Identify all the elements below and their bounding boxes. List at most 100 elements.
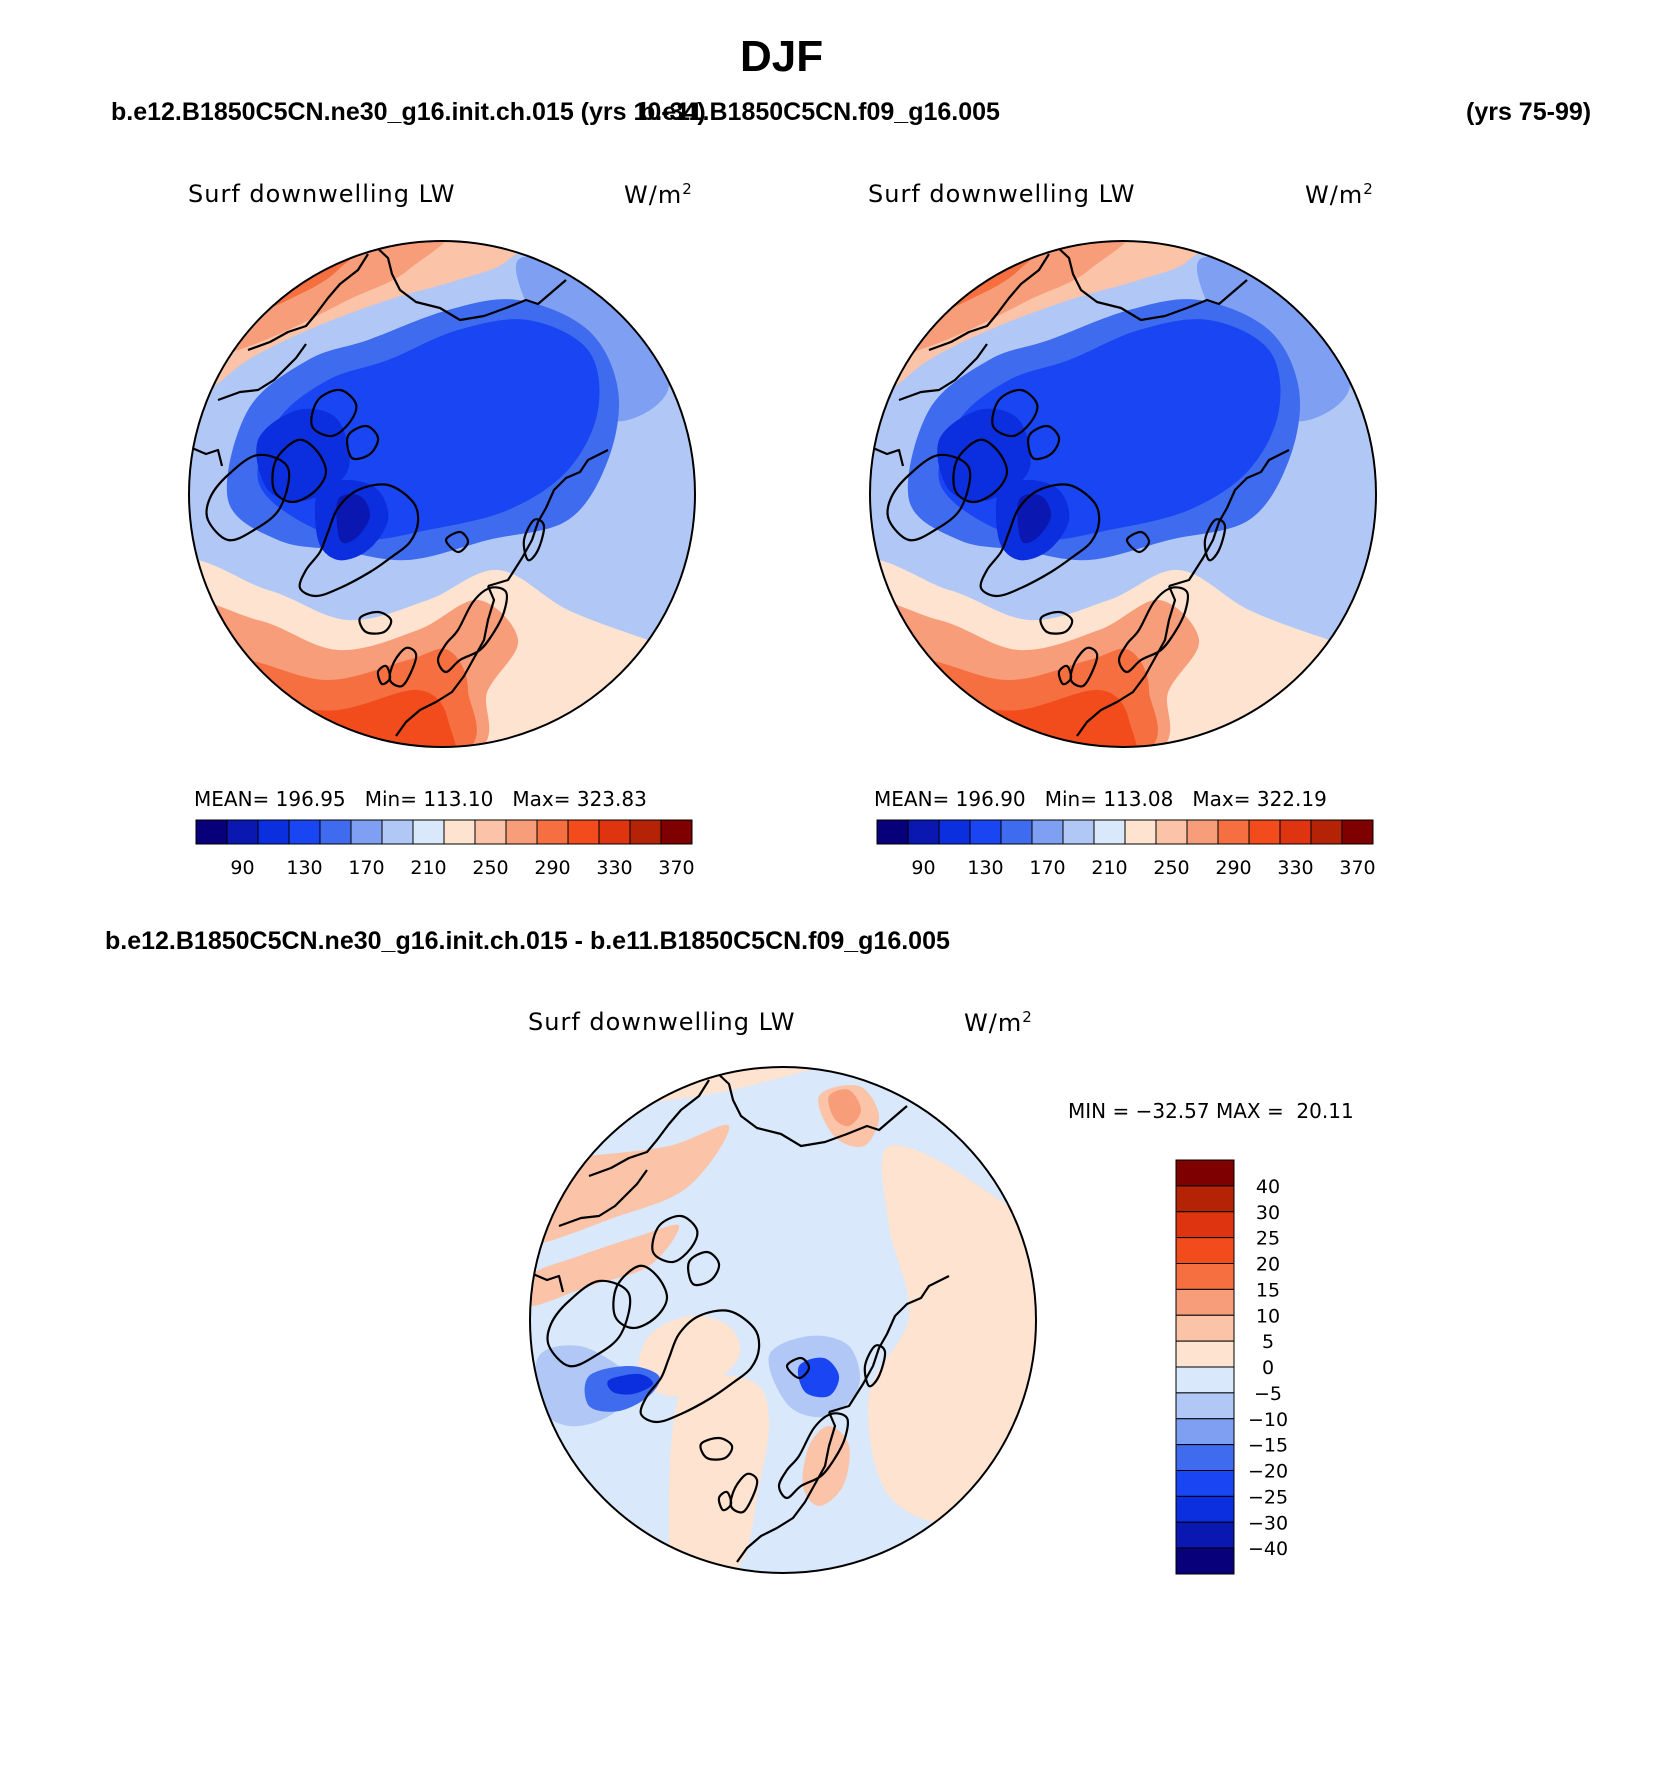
panel3-units: W/m2 [964, 1008, 1033, 1037]
cbar3-swatch [1175, 1185, 1235, 1213]
map3-coast-line [713, 1069, 908, 1148]
panel2-min-value: 113.08 [1103, 787, 1174, 811]
panel3-title: Surf downwelling LW [528, 1008, 796, 1036]
panel3-units-exp: 2 [1022, 1008, 1033, 1026]
cbar3-swatch [1175, 1263, 1235, 1290]
cbar2-tick-label: 90 [911, 857, 935, 879]
map3-coast-island [639, 1309, 761, 1424]
panel2-mean-value: 196.90 [955, 787, 1026, 811]
panel2-stats: MEAN= 196.90 Min= 113.08 Max= 322.19 [874, 787, 1327, 811]
cbar2-swatch [876, 819, 909, 845]
cbar3-tick-label: 30 [1256, 1202, 1280, 1224]
map1-coast-line [487, 449, 609, 588]
cbar3-tick-label: −30 [1248, 1512, 1288, 1534]
cbar2-swatch [1031, 819, 1064, 845]
panel3-stats: MIN = −32.57 MAX = 20.11 [1068, 1099, 1354, 1123]
map3-greenland-warm [637, 1315, 741, 1397]
cbar1-swatch [443, 819, 476, 845]
cbar3-swatch [1175, 1237, 1235, 1264]
map3-coast-island [863, 1344, 887, 1388]
panel3-units-base: W/m [964, 1009, 1023, 1037]
map1-coast-line [372, 243, 567, 322]
map3-coast-island [546, 1279, 632, 1368]
map1-coast-line [247, 253, 369, 352]
cbar2-swatch [1310, 819, 1343, 845]
map3-coast-line [558, 1169, 648, 1228]
cbar3-swatch [1175, 1288, 1235, 1316]
panel2-max-label: Max= [1192, 787, 1251, 811]
panel2-mean-label: MEAN= [874, 787, 950, 811]
map2-coast-island [886, 453, 972, 542]
cbar2-swatch [969, 819, 1002, 845]
panel1-min-value: 113.10 [423, 787, 494, 811]
cbar1-tick-label: 210 [410, 857, 446, 879]
map2-archipelago [937, 408, 1031, 502]
cbar1-swatch [350, 819, 383, 845]
map3-pacific-warm2 [530, 1124, 730, 1248]
map3-atlantic-warm [668, 1375, 769, 1573]
cbar1-swatch [567, 819, 600, 845]
map3-coast-island [687, 1250, 721, 1287]
map2-coast-island [1057, 664, 1073, 686]
cbar3-swatch [1175, 1547, 1235, 1575]
map2-coast-island [1203, 518, 1227, 562]
cbar1-tick-label: 370 [658, 857, 694, 879]
map2-coast-island [1125, 530, 1151, 554]
map3-coast-line [736, 1411, 837, 1563]
panel1-colorbar: 90 130 170 210 250 290 330 370 [195, 819, 695, 879]
cbar2-tick-label: 170 [1029, 857, 1065, 879]
cbar2-swatch [1248, 819, 1281, 845]
map2-greenland-core [1017, 494, 1052, 544]
cbar3-swatch [1175, 1366, 1235, 1394]
panel1-min-label: Min= [364, 787, 417, 811]
cbar2-swatch [1155, 819, 1188, 845]
map3-labrador-core [607, 1373, 654, 1395]
cbar1-swatch [257, 819, 290, 845]
map1-field [189, 241, 695, 747]
cbar2-swatch [1000, 819, 1033, 845]
cbar3-tick-label: 15 [1256, 1279, 1280, 1301]
panel1-stats: MEAN= 196.95 Min= 113.10 Max= 323.83 [194, 787, 647, 811]
map2-coast-island [991, 388, 1039, 438]
map2-border [869, 240, 1377, 748]
cbar2-swatch [1186, 819, 1219, 845]
map2-coast-line [898, 343, 988, 402]
cbar2-tick-label: 370 [1339, 857, 1375, 879]
case-left-heading: b.e12.B1850C5CN.ne30_g16.init.ch.015 (yr… [111, 98, 706, 126]
cbar3-tick-label: −10 [1248, 1409, 1288, 1431]
cbar3-tick-label: 5 [1262, 1331, 1274, 1353]
panel2-max-value: 322.19 [1256, 787, 1327, 811]
map1-coast-island [358, 610, 393, 635]
cbar1-swatch [474, 819, 507, 845]
cbar3-tick-label: −40 [1248, 1538, 1288, 1560]
map1-greenland-core [336, 494, 371, 544]
map3-field [530, 1067, 1036, 1573]
map1-coast-island [522, 518, 546, 562]
cbar2-swatch [907, 819, 940, 845]
panel3-colorbar: 40 30 25 20 15 10 5 0 −5 −10 −15 −20 −25 −30 −40 [1175, 1159, 1288, 1575]
map2-coast-line [1053, 243, 1248, 322]
cbar1-swatch [412, 819, 445, 845]
map2-coast-line [872, 446, 905, 467]
map1-coastlines [191, 243, 609, 737]
map1-coast-island [376, 664, 392, 686]
cbar3-swatch [1175, 1470, 1235, 1497]
cbar3-swatch [1175, 1444, 1235, 1471]
cbar3-swatch [1175, 1211, 1235, 1239]
cbar3-swatch [1175, 1314, 1235, 1342]
map3-coast-island [651, 1214, 699, 1264]
map1-coast-line [217, 343, 307, 402]
diff-heading: b.e12.B1850C5CN.ne30_g16.init.ch.015 - b… [105, 927, 950, 955]
map2-coast-island [1039, 610, 1074, 635]
cbar3-tick-label: −15 [1248, 1435, 1288, 1457]
figure-title: DJF [740, 32, 824, 81]
panel1-units: W/m2 [624, 180, 693, 209]
map3-coast-island [612, 1264, 669, 1330]
panel2-title: Surf downwelling LW [868, 180, 1136, 208]
map3-border [529, 1066, 1037, 1574]
map2-coast-island [1027, 424, 1061, 461]
panel1-title: Surf downwelling LW [188, 180, 456, 208]
panel1-max-value: 323.83 [576, 787, 647, 811]
cbar1-tick-label: 330 [596, 857, 632, 879]
cbar1-tick-label: 290 [534, 857, 570, 879]
